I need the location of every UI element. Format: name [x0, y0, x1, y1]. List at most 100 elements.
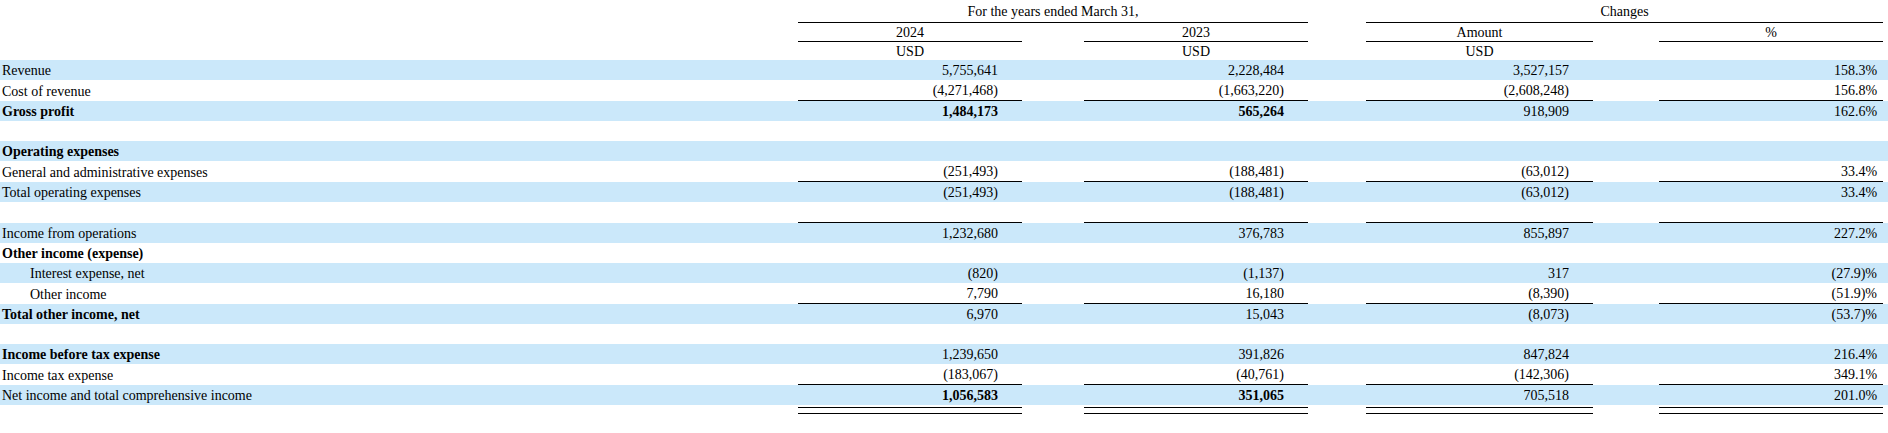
spacer-cell — [1308, 80, 1366, 101]
row-label: Operating expenses — [0, 141, 798, 161]
spacer-cell — [1022, 202, 1084, 223]
value-2023: 351,065 — [1084, 385, 1308, 406]
value-amount: 847,824 — [1366, 344, 1593, 364]
spacer-cell — [1883, 223, 1888, 244]
value-2023: 565,264 — [1084, 101, 1308, 122]
value-2024: 7,790 — [798, 283, 1022, 304]
row-label — [0, 202, 798, 223]
row-label: General and administrative expenses — [0, 161, 798, 182]
table-row: Total other income, net 6,970 15,043 (8,… — [0, 304, 1888, 325]
table-body: For the years ended March 31, Changes 20… — [0, 0, 1888, 414]
value-amount: 705,518 — [1366, 385, 1593, 406]
spacer-cell — [1883, 202, 1888, 223]
table-row: General and administrative expenses (251… — [0, 161, 1888, 182]
changes-group-header: Changes — [1366, 0, 1883, 23]
spacer-cell — [1883, 243, 1888, 263]
spacer-cell — [1308, 0, 1366, 23]
spacer-cell — [1883, 101, 1888, 122]
spacer-cell — [1022, 263, 1084, 283]
spacer-cell — [1308, 23, 1366, 42]
row-label: Income before tax expense — [0, 344, 798, 364]
spacer-cell — [1883, 304, 1888, 325]
spacer-cell — [1308, 385, 1366, 406]
group-header-row: For the years ended March 31, Changes — [0, 0, 1888, 23]
currency-label-2023: USD — [1084, 42, 1308, 61]
double-rule-cell — [1659, 405, 1883, 414]
spacer-cell — [1022, 344, 1084, 364]
spacer-cell — [1022, 42, 1084, 61]
value-amount: 918,909 — [1366, 101, 1593, 122]
value-percent — [1659, 121, 1883, 141]
spacer-cell — [0, 42, 798, 61]
value-2023: 376,783 — [1084, 223, 1308, 244]
value-amount — [1366, 121, 1593, 141]
table-row: Income before tax expense 1,239,650 391,… — [0, 344, 1888, 364]
value-2024: (183,067) — [798, 364, 1022, 385]
spacer-cell — [1022, 304, 1084, 325]
currency-label-2024: USD — [798, 42, 1022, 61]
value-2024: 6,970 — [798, 304, 1022, 325]
value-amount — [1366, 243, 1593, 263]
spacer-cell — [1308, 364, 1366, 385]
value-2023: 15,043 — [1084, 304, 1308, 325]
spacer-cell — [1883, 263, 1888, 283]
value-percent: 33.4% — [1659, 182, 1883, 203]
double-rule-cell — [798, 405, 1022, 414]
value-2024: 1,239,650 — [798, 344, 1022, 364]
double-rule-cell — [1366, 405, 1593, 414]
value-2024: (820) — [798, 263, 1022, 283]
income-statement-table: For the years ended March 31, Changes 20… — [0, 0, 1888, 414]
value-amount: (142,306) — [1366, 364, 1593, 385]
spacer-cell — [1883, 60, 1888, 80]
table-row — [0, 202, 1888, 223]
spacer-cell — [1022, 223, 1084, 244]
value-percent: (27.9)% — [1659, 263, 1883, 283]
spacer-cell — [1308, 202, 1366, 223]
spacer-cell — [1308, 283, 1366, 304]
spacer-cell — [1593, 161, 1659, 182]
spacer-cell — [0, 405, 798, 414]
value-2023: (188,481) — [1084, 161, 1308, 182]
value-2023 — [1084, 141, 1308, 161]
row-label: Other income (expense) — [0, 243, 798, 263]
spacer-cell — [1593, 324, 1659, 344]
spacer-cell — [1593, 385, 1659, 406]
column-header-percent: % — [1659, 23, 1883, 42]
value-amount: 317 — [1366, 263, 1593, 283]
row-label: Total operating expenses — [0, 182, 798, 203]
spacer-cell — [1593, 121, 1659, 141]
spacer-cell — [1593, 60, 1659, 80]
spacer-cell — [1308, 304, 1366, 325]
spacer-cell — [1308, 223, 1366, 244]
spacer-cell — [1308, 405, 1366, 414]
spacer-cell — [1308, 182, 1366, 203]
double-rule — [1659, 407, 1883, 414]
spacer-cell — [1883, 42, 1888, 61]
years-group-header: For the years ended March 31, — [798, 0, 1308, 23]
row-label — [0, 121, 798, 141]
spacer-cell — [1883, 385, 1888, 406]
table-row: Income from operations 1,232,680 376,783… — [0, 223, 1888, 244]
spacer-cell — [1593, 182, 1659, 203]
value-percent: (51.9)% — [1659, 283, 1883, 304]
spacer-cell — [1022, 385, 1084, 406]
spacer-cell — [1022, 60, 1084, 80]
spacer-cell — [1022, 243, 1084, 263]
table-row: Other income (expense) — [0, 243, 1888, 263]
value-amount — [1366, 141, 1593, 161]
value-2023: (188,481) — [1084, 182, 1308, 203]
row-label — [0, 324, 798, 344]
value-percent: 349.1% — [1659, 364, 1883, 385]
value-2023 — [1084, 243, 1308, 263]
spacer-cell — [1308, 141, 1366, 161]
spacer-cell — [1593, 243, 1659, 263]
spacer-cell — [1308, 243, 1366, 263]
value-amount — [1366, 324, 1593, 344]
spacer-cell — [1883, 161, 1888, 182]
spacer-cell — [1593, 304, 1659, 325]
spacer-cell — [1593, 80, 1659, 101]
spacer-cell — [1308, 121, 1366, 141]
value-2023 — [1084, 202, 1308, 223]
table-row: Net income and total comprehensive incom… — [0, 385, 1888, 406]
spacer-cell — [1883, 182, 1888, 203]
